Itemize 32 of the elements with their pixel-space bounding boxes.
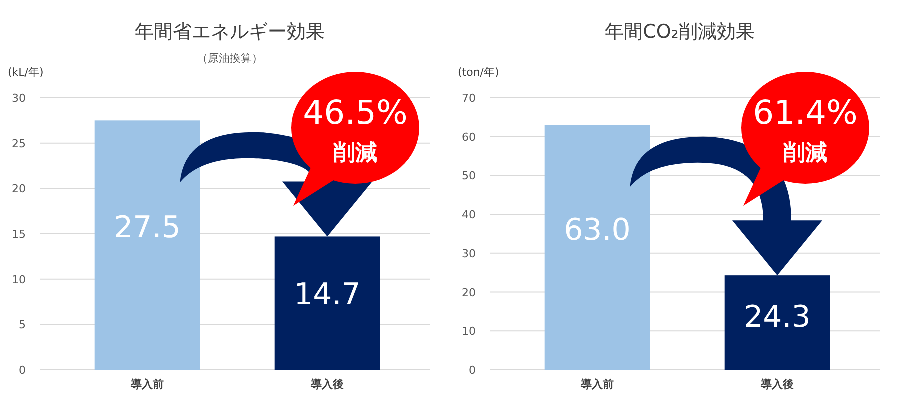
y-tick-label: 70 [462,92,476,105]
y-tick-label: 15 [12,228,26,241]
y-tick-label: 5 [19,318,26,332]
data-label: 14.7 [294,278,361,313]
chart-title: 年間省エネルギー効果 [135,21,325,43]
x-tick-label: 導入前 [580,378,614,391]
y-tick-label: 50 [462,170,476,183]
y-tick-label: 0 [19,364,26,377]
data-label: 24.3 [744,300,811,336]
chart-title: 年間CO₂削減効果 [605,21,755,43]
y-tick-label: 30 [12,92,26,105]
y-axis-title: (kL/年) [8,66,44,79]
x-tick-label: 導入前 [130,378,164,391]
annotation: 61.4% [753,93,858,132]
y-tick-label: 25 [12,137,26,150]
y-tick-label: 10 [462,325,476,338]
x-tick-label: 導入後 [760,378,794,391]
y-tick-label: 60 [462,130,476,144]
annotation: 削減 [782,141,828,166]
y-tick-label: 0 [469,364,476,377]
y-tick-label: 40 [462,208,476,222]
y-tick-label: 20 [462,286,476,300]
y-axis-title: (ton/年) [458,66,500,79]
chart-subtitle: （原油換算） [197,52,263,65]
annotation: 46.5% [303,93,408,132]
y-tick-label: 20 [12,182,26,196]
y-tick-label: 30 [462,247,476,260]
data-label: 27.5 [114,210,181,246]
data-label: 63.0 [564,213,631,248]
x-tick-label: 導入後 [310,378,344,391]
y-tick-label: 10 [12,273,26,286]
annotation: 削減 [332,141,378,166]
